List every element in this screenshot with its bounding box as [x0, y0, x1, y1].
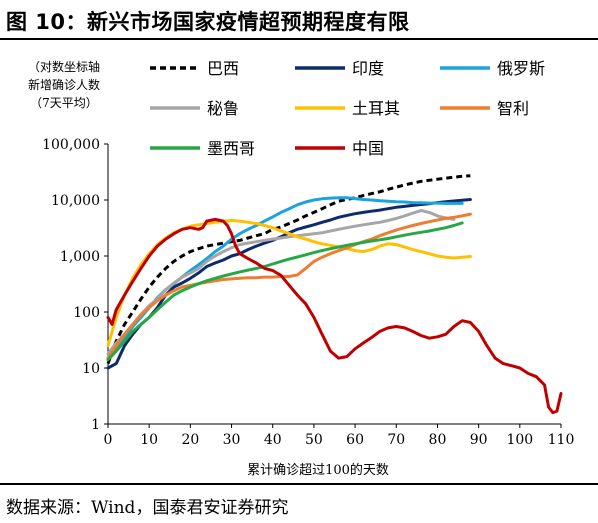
- title-bar: 图 10：新兴市场国家疫情超预期程度有限: [0, 0, 598, 40]
- x-tick-label: 30: [223, 432, 241, 448]
- legend-item-6: 墨西哥: [150, 139, 255, 158]
- series-line-5: [106, 212, 472, 360]
- legend-label: 土耳其: [352, 99, 400, 118]
- series-line-6: [106, 221, 464, 362]
- y-axis-label-line: 新增确诊人数: [28, 77, 100, 92]
- legend-label: 智利: [497, 99, 529, 118]
- x-tick-label: 40: [264, 432, 282, 448]
- y-tick-label: 1: [91, 417, 100, 433]
- source-bar: 数据来源：Wind，国泰君安证券研究: [0, 483, 598, 523]
- y-tick-label: 100: [73, 305, 100, 321]
- legend-item-7: 中国: [295, 139, 384, 158]
- y-tick-label: 1,000: [60, 249, 100, 265]
- x-tick-label: 90: [470, 432, 488, 448]
- x-tick-label: 20: [181, 432, 199, 448]
- x-tick-label: 0: [104, 432, 113, 448]
- x-tick-label: 10: [140, 432, 158, 448]
- series-layer: [106, 174, 563, 415]
- x-tick-label: 80: [429, 432, 447, 448]
- y-axis-label-line: （7天平均）: [30, 96, 98, 110]
- legend-item-5: 智利: [440, 99, 529, 118]
- series-line-7: [106, 217, 563, 415]
- y-tick-label: 10: [82, 361, 100, 377]
- source-note: 数据来源：Wind，国泰君安证券研究: [6, 498, 289, 518]
- x-tick-label: 100: [506, 432, 533, 448]
- figure-title: 图 10：新兴市场国家疫情超预期程度有限: [6, 10, 410, 34]
- y-tick-label: 10,000: [51, 193, 100, 209]
- series-line-0: [106, 174, 471, 365]
- x-tick-label: 50: [305, 432, 323, 448]
- legend-item-3: 秘鲁: [150, 99, 239, 118]
- x-tick-label: 60: [346, 432, 364, 448]
- legend-label: 印度: [352, 59, 384, 78]
- legend-label: 秘鲁: [207, 99, 239, 118]
- series-line-3: [106, 209, 456, 356]
- y-tick-label: 100,000: [42, 137, 100, 153]
- x-tick-label: 70: [387, 432, 405, 448]
- legend-item-4: 土耳其: [295, 99, 400, 118]
- legend-label: 巴西: [207, 59, 239, 78]
- legend-label: 中国: [352, 139, 384, 158]
- legend-item-2: 俄罗斯: [440, 59, 545, 78]
- x-tick-label: 110: [548, 432, 575, 448]
- legend-label: 俄罗斯: [497, 59, 545, 78]
- legend-label: 墨西哥: [207, 139, 255, 158]
- x-axis-label: 累计确诊超过100的天数: [247, 462, 389, 478]
- legend-item-0: 巴西: [150, 59, 239, 78]
- legend-item-1: 印度: [295, 59, 384, 78]
- y-axis-label-line: （对数坐标轴: [28, 59, 100, 74]
